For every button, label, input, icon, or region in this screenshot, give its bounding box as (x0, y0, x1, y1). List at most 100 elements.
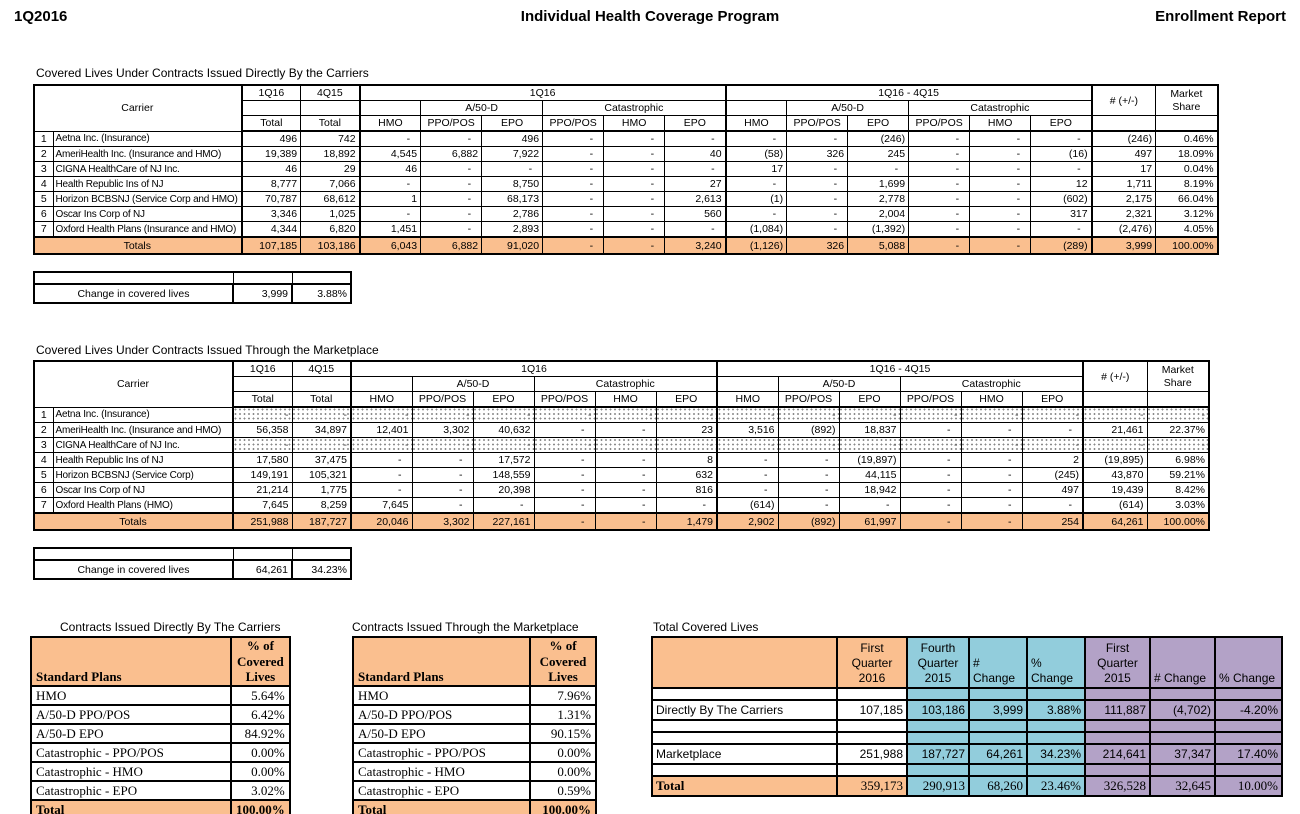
value-cell: - (716, 452, 779, 468)
value-cell: - (603, 176, 666, 192)
cell (1090, 115, 1157, 132)
program-title: Individual Health Coverage Program (520, 8, 780, 25)
plan-col-header: HMO (358, 115, 422, 132)
summary-value-cell: 17.40% (1214, 743, 1283, 765)
value-cell: 1,699 (847, 176, 910, 192)
plan-name-cell: A/50-D PPO/POS (30, 703, 232, 725)
value-cell: - (724, 206, 788, 222)
spacer-cell (33, 271, 234, 285)
value-cell: - (899, 452, 962, 468)
value-cell: - (899, 422, 962, 438)
totals-value-cell: 61,997 (838, 512, 901, 531)
masked-cell: - (472, 406, 535, 423)
value-cell: (892) (777, 422, 840, 438)
change-table: Change in covered lives 64,261 34.23% (33, 547, 352, 580)
carrier-row: 1 Aetna Inc. (Insurance) 496 742- -496- - - - -(… (33, 130, 1219, 147)
standard-plans-table: Standard Plans% of Covered Lives HMO 5.64%… (30, 636, 291, 814)
row-number-cell: 4 (33, 452, 54, 468)
change-count-cell: 64,261 (232, 559, 293, 580)
value-cell: - (603, 146, 666, 162)
value-cell: - (960, 497, 1023, 514)
carrier-row: 4 Health Republic Ins of NJ 8,777 7,066- -8,… (33, 176, 1219, 192)
value-cell: 19,389 (240, 146, 302, 162)
header-row: A/50-D Catastrophic A/50-D Catastrophic (34, 100, 1218, 116)
masked-cell: - (1082, 406, 1148, 423)
plan-pct-cell: 6.42% (230, 703, 291, 725)
totals-row: Totals 107,185 103,186 6,043 6,882 91,020- -3,… (33, 236, 1219, 255)
plan-name-cell: A/50-D EPO (30, 722, 232, 744)
value-cell: 68,173 (481, 191, 544, 207)
plan-col-header: EPO (472, 391, 535, 408)
change-row: Change in covered lives 64,261 34.23% (33, 559, 352, 580)
value-cell: - (777, 497, 840, 514)
row-number-cell: 6 (33, 206, 54, 222)
value-cell: - (350, 452, 413, 468)
spacer-row (651, 763, 1283, 777)
totals-value-cell: 107,185 (240, 236, 302, 255)
value-cell: (19,897) (838, 452, 901, 468)
carrier-row: 5 Horizon BCBSNJ (Service Corp) 149,191 105… (33, 467, 1210, 483)
value-cell: - (899, 497, 962, 514)
header-row: Standard Plans% of Covered Lives (30, 636, 291, 687)
plan-pct-cell: 7.96% (529, 684, 597, 706)
value-cell: - (542, 206, 605, 222)
marketplace-enrollment-table: Carrier 1Q16 4Q15 1Q16 1Q16 - 4Q15 # (+/-) Mar… (33, 360, 1210, 531)
spacer-cell (291, 271, 352, 285)
market-share-header: Market Share (1155, 84, 1219, 116)
totals-value-cell: - (960, 512, 1023, 531)
summary-value-cell: 3.88% (1026, 699, 1086, 721)
row-number-cell: 5 (33, 191, 54, 207)
carrier-row: 3 CIGNA HealthCare of NJ Inc. 46 29 46- - - - -1… (33, 161, 1219, 177)
value-cell: 497 (1021, 482, 1084, 498)
value-cell: - (969, 130, 1032, 147)
current-group-header: 1Q16 (350, 360, 718, 377)
plan-name-cell: Catastrophic - HMO (30, 760, 232, 782)
value-cell: 18,837 (838, 422, 901, 438)
value-cell: 7,922 (481, 146, 544, 162)
value-cell: 56,358 (232, 422, 293, 438)
masked-cell: - (472, 437, 535, 453)
plan-pct-cell: 84.92% (230, 722, 291, 744)
catastrophic-subheader: Catastrophic (899, 376, 1084, 392)
totals-value-cell: 91,020 (481, 236, 544, 255)
value-cell: (614) (716, 497, 779, 514)
value-cell: 497 (1090, 146, 1157, 162)
summary-total-value-cell: 359,173 (836, 775, 908, 797)
value-cell: - (969, 221, 1032, 238)
direct-change-table: Change in covered lives 3,999 3.88% (33, 271, 352, 304)
masked-cell: - (899, 437, 962, 453)
carrier-name-cell: AmeriHealth Inc. (Insurance and HMO) (52, 422, 234, 438)
value-cell: - (358, 176, 422, 192)
plan-name-cell: Catastrophic - PPO/POS (352, 741, 531, 763)
value-cell: - (533, 422, 596, 438)
carrier-row: 5 Horizon BCBSNJ (Service Corp and HMO) 70… (33, 191, 1219, 207)
total-covered-lives-table: First Quarter 2016 Fourth Quarter 2015 # C… (651, 636, 1283, 797)
cell (724, 100, 788, 116)
value-cell: - (716, 467, 779, 483)
spacer-cell (291, 547, 352, 561)
summary-header-cell: % Change (1026, 636, 1086, 689)
plan-name-cell: HMO (30, 684, 232, 706)
value-cell: - (1021, 497, 1084, 514)
value-cell: - (969, 191, 1032, 207)
plan-pct-cell: 3.02% (230, 779, 291, 801)
masked-cell: - (291, 437, 352, 453)
value-cell: 46 (358, 161, 422, 177)
row-number-cell: 7 (33, 221, 54, 238)
value-cell: (1,392) (847, 221, 910, 238)
value-cell: - (594, 497, 657, 514)
summary-total-label-cell: Total (651, 775, 838, 797)
totals-row: Totals 251,988 187,727 20,046 3,302 227,161- -… (33, 512, 1210, 531)
value-cell: - (960, 422, 1023, 438)
row-number-cell: 6 (33, 482, 54, 498)
spacer-row (651, 687, 1283, 701)
marketplace-change-table: Change in covered lives 64,261 34.23% (33, 547, 352, 580)
totals-value-cell: 3,302 (411, 512, 474, 531)
totals-value-cell: 251,988 (232, 512, 293, 531)
header-row: First Quarter 2016 Fourth Quarter 2015 # C… (651, 636, 1283, 689)
spacer-cell (1214, 763, 1283, 777)
value-cell: 59.21% (1146, 467, 1210, 483)
a50d-subheader: A/50-D (786, 100, 910, 116)
row-number-cell: 2 (33, 146, 54, 162)
carrier-name-cell: AmeriHealth Inc. (Insurance and HMO) (52, 146, 243, 162)
